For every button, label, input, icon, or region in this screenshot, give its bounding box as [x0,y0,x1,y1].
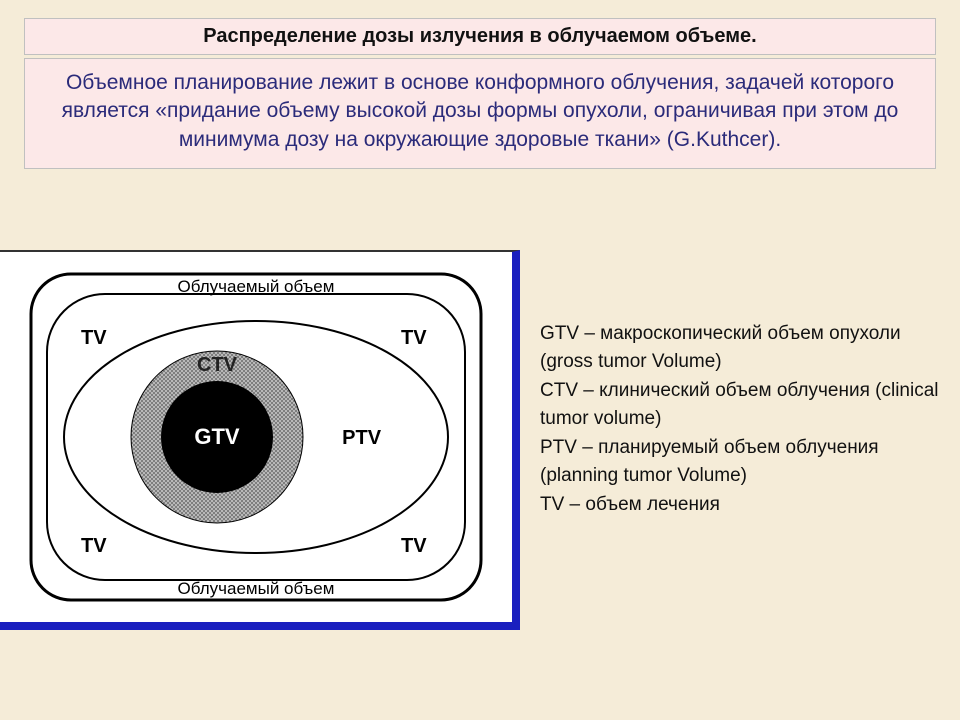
legend-tv: TV – объем лечения [540,491,950,519]
title-box: Распределение дозы излучения в облучаемо… [24,18,936,55]
svg-text:Облучаемый объем: Облучаемый объем [178,277,335,296]
volumes-diagram: Облучаемый объем Облучаемый объем CTV GT… [0,252,512,622]
svg-text:PTV: PTV [342,427,382,449]
svg-text:TV: TV [401,327,427,349]
svg-text:TV: TV [401,535,427,557]
svg-text:Облучаемый объем: Облучаемый объем [178,579,335,598]
svg-text:CTV: CTV [197,354,238,376]
legend-gtv: GTV – макроскопический объем опухоли (gr… [540,320,950,375]
legend-ptv: PTV – планируемый объем облучения (plann… [540,434,950,489]
legend: GTV – макроскопический объем опухоли (gr… [540,320,950,521]
diagram-frame: Облучаемый объем Облучаемый объем CTV GT… [0,250,520,630]
svg-text:TV: TV [81,535,107,557]
subtitle-box: Объемное планирование лежит в основе кон… [24,58,936,169]
legend-ctv: CTV – клинический объем облучения (clini… [540,377,950,432]
svg-text:TV: TV [81,327,107,349]
subtitle-text: Объемное планирование лежит в основе кон… [62,71,899,151]
svg-text:GTV: GTV [194,424,240,449]
title-text: Распределение дозы излучения в облучаемо… [203,25,756,47]
